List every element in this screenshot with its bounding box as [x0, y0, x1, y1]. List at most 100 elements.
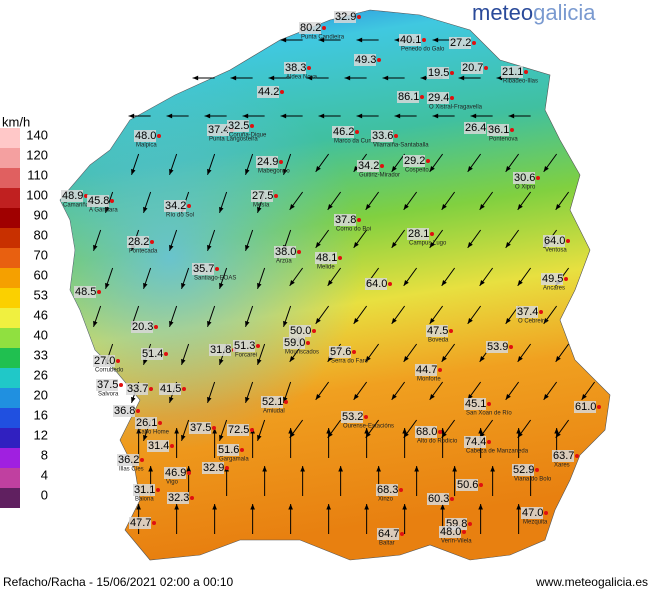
arrow-head: [470, 113, 477, 119]
arrow-head: [315, 241, 321, 248]
station: 32.9: [334, 11, 361, 23]
arrow-head: [364, 428, 369, 434]
station-value: 33.7: [127, 383, 148, 395]
station-value: 38.3: [285, 62, 306, 74]
station-value: 48.0: [440, 526, 461, 538]
value-box: [403, 155, 425, 167]
legend-swatch: [0, 268, 20, 288]
value-box: [357, 160, 379, 172]
arrow-head: [441, 355, 447, 362]
station-name: Corno do Boi: [336, 227, 371, 233]
station-name: Ourense-Estacións: [343, 424, 394, 430]
logo-left: meteo: [472, 0, 533, 25]
legend-swatch: [0, 448, 20, 468]
arrow-head: [581, 393, 587, 400]
station-value: 59.0: [284, 337, 305, 349]
arrow-head: [207, 320, 212, 327]
arrow-head: [391, 165, 397, 172]
station-dot: [279, 160, 283, 164]
station-name: Camariñas: [63, 203, 92, 209]
arrow-head: [555, 355, 561, 362]
arrow-head: [365, 355, 371, 362]
station: 49.3: [354, 54, 381, 66]
arrow-head: [353, 393, 359, 400]
arrow-head: [128, 113, 135, 119]
station-dot: [225, 466, 229, 470]
arrow-head: [517, 203, 523, 210]
value-box: [283, 337, 305, 349]
station-value: 36.1: [488, 124, 509, 136]
station-value: 50.6: [457, 479, 478, 491]
legend-tick-label: 140: [26, 127, 48, 142]
arrow-head: [212, 428, 217, 434]
value-box: [574, 401, 596, 413]
station-dot: [422, 38, 426, 42]
station-value: 47.5: [427, 325, 448, 337]
station-dot: [156, 488, 160, 492]
value-box: [376, 484, 398, 496]
station-dot: [212, 426, 216, 430]
value-box: [512, 464, 534, 476]
station-value: 64.0: [366, 278, 387, 290]
value-box: [87, 195, 109, 207]
station-name: Mesía: [253, 203, 270, 209]
station: 37.5: [189, 422, 216, 434]
station-dot: [487, 440, 491, 444]
value-box: [543, 235, 565, 247]
value-box: [127, 236, 149, 248]
arrow-head: [543, 393, 549, 400]
arrow-head: [169, 168, 174, 175]
value-box: [377, 528, 399, 540]
station-dot: [394, 134, 398, 138]
station-name: Ancares: [543, 286, 565, 292]
value-box: [284, 62, 306, 74]
station-dot: [487, 402, 491, 406]
legend-swatch: [0, 468, 20, 488]
arrow-head: [280, 113, 287, 119]
station-value: 37.4: [517, 306, 538, 318]
station-value: 52.9: [513, 464, 534, 476]
station-dot: [399, 488, 403, 492]
value-box: [167, 492, 189, 504]
arrow-head: [289, 203, 295, 210]
legend-swatch: [0, 428, 20, 448]
station-dot: [256, 344, 260, 348]
arrow-head: [181, 358, 186, 365]
station-dot: [322, 26, 326, 30]
station: 48.5: [74, 286, 101, 298]
arrow-head: [441, 203, 447, 210]
arrow-head: [458, 75, 465, 81]
station-dot: [164, 352, 168, 356]
station-value: 48.1: [316, 252, 337, 264]
value-box: [141, 348, 163, 360]
arrow-head: [204, 113, 211, 119]
arrow-head: [219, 206, 224, 213]
arrow-head: [257, 358, 262, 365]
legend-swatch: [0, 488, 20, 508]
arrow-head: [257, 206, 262, 213]
arrow-head: [143, 434, 148, 441]
station: 53.9: [486, 341, 513, 353]
station-value: 63.7: [553, 450, 574, 462]
station-name: Vigo: [166, 480, 179, 486]
arrow-head: [356, 37, 363, 43]
value-box: [113, 405, 135, 417]
value-box: [332, 126, 354, 138]
station-name: Pontenova: [489, 137, 518, 143]
arrow-head: [429, 241, 435, 248]
legend-tick-label: 80: [34, 227, 48, 242]
station-name: Alto do Rodicio: [417, 439, 458, 445]
station: 45.8A Gándara: [87, 195, 118, 214]
arrow-head: [353, 165, 359, 172]
station: 20.7: [461, 62, 488, 74]
arrow-head: [353, 317, 359, 324]
arrow-head: [315, 393, 321, 400]
station-name: Cospeito: [405, 168, 429, 174]
